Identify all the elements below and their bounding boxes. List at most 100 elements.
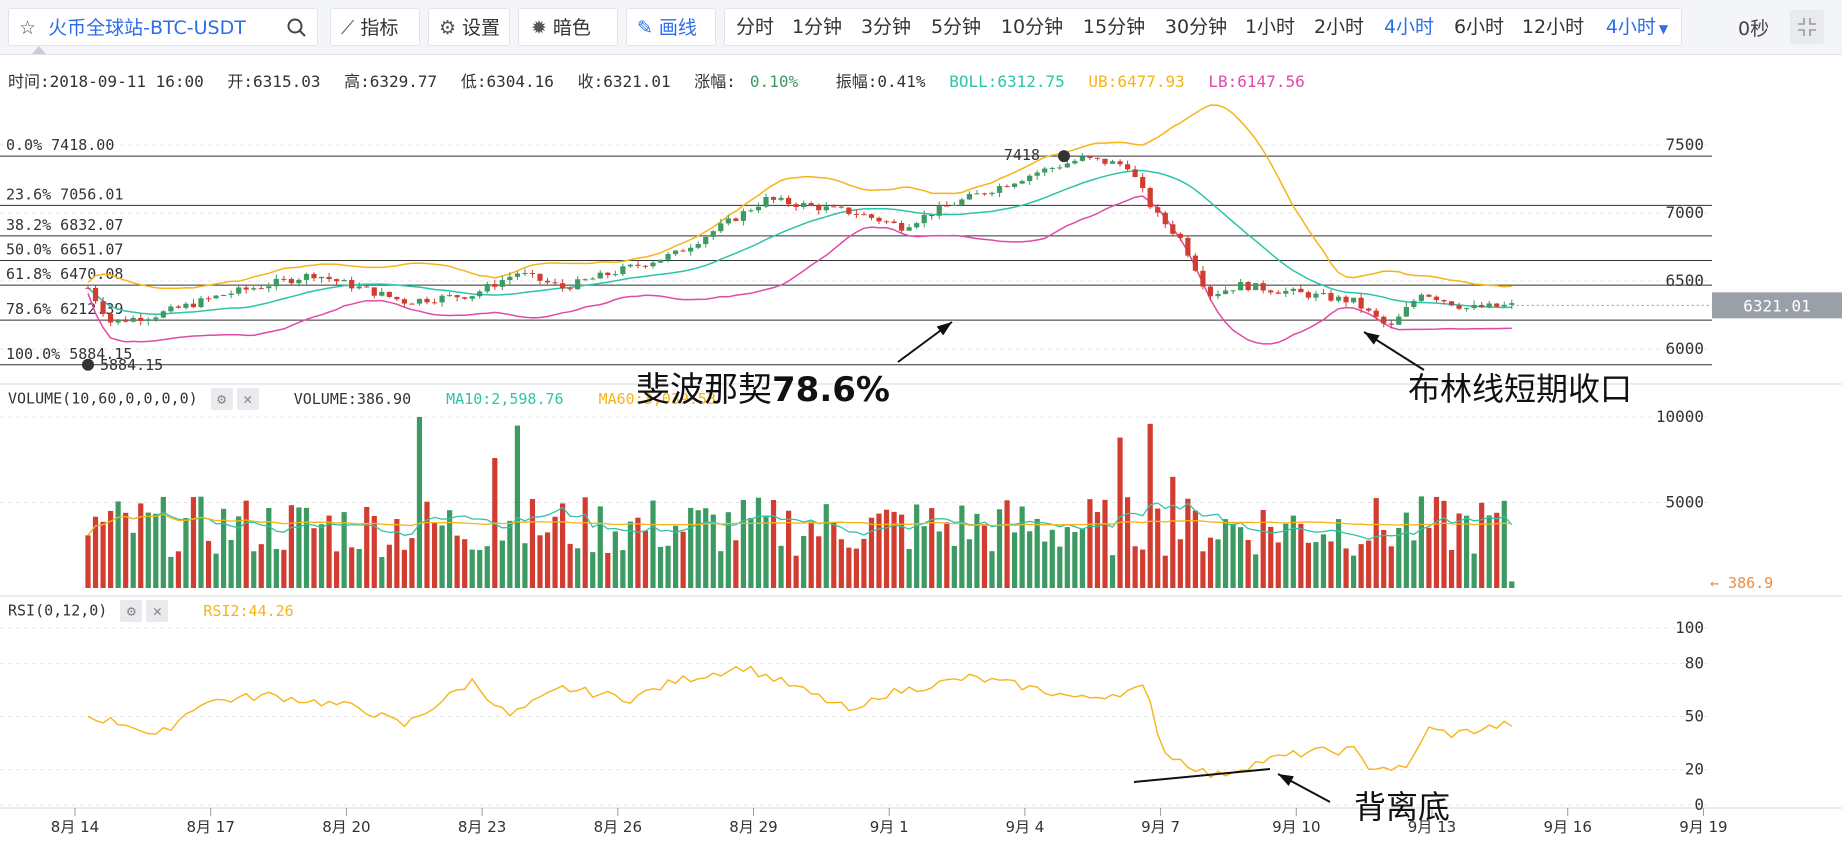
volume-bar — [1418, 496, 1424, 588]
volume-bar — [303, 507, 310, 588]
candle-body — [416, 298, 423, 304]
volume-bar — [883, 509, 890, 588]
candle-body — [1253, 283, 1259, 291]
timeframe-dropdown[interactable]: 4小时 ▼ — [1605, 16, 1669, 38]
candle-body — [1147, 188, 1153, 208]
candle-body — [936, 205, 942, 216]
tf-6[interactable]: 15分钟 — [1082, 16, 1146, 38]
candle-body — [823, 206, 829, 211]
candle-body — [605, 272, 611, 276]
tf-10[interactable]: 4小时 — [1383, 16, 1435, 38]
collapse-tab[interactable] — [32, 46, 46, 54]
volume-bar — [522, 543, 528, 588]
settings-button[interactable]: ⚙ 设置 — [428, 8, 510, 46]
tf-11[interactable]: 6小时 — [1453, 16, 1505, 38]
candle-body — [1155, 207, 1161, 213]
fib-level-label: 38.2% 6832.07 — [6, 216, 123, 234]
volume-bar — [1253, 554, 1259, 588]
symbol-search[interactable]: ☆ 火币全球站-BTC-USDT — [8, 8, 318, 46]
tf-9[interactable]: 2小时 — [1313, 16, 1365, 38]
candle-body — [1132, 169, 1138, 177]
search-icon[interactable] — [287, 18, 307, 38]
volume-bar — [1185, 498, 1191, 588]
candle-body — [635, 264, 641, 266]
indicators-button[interactable]: ⟋ 指标 — [330, 8, 420, 46]
candle-body — [1064, 163, 1070, 168]
volume-bar — [989, 551, 995, 588]
rsi-close-icon[interactable]: ✕ — [146, 600, 169, 622]
volume-bar — [416, 417, 423, 588]
volume-bar — [507, 520, 513, 588]
candle-body — [981, 193, 988, 195]
volume-bar — [1426, 527, 1432, 588]
volume-bar — [635, 517, 641, 588]
x-tick-label: 8月 14 — [51, 818, 99, 836]
volume-bar — [560, 503, 566, 588]
volume-bar — [1238, 527, 1244, 588]
tf-4[interactable]: 5分钟 — [930, 16, 982, 38]
volume-bar — [160, 496, 166, 588]
star-icon[interactable]: ☆ — [19, 17, 37, 39]
candle-body — [808, 203, 814, 206]
fib-level-label: 78.6% 6212.39 — [6, 300, 123, 318]
volume-bar — [1471, 553, 1477, 588]
low-marker-label: 5884.15 — [100, 356, 163, 374]
candle-body — [341, 280, 347, 282]
volume-bar — [1260, 510, 1266, 588]
volume-bar — [258, 544, 264, 588]
tf-1[interactable]: 分时 — [735, 16, 774, 38]
candle-body — [552, 282, 558, 284]
tf-7[interactable]: 30分钟 — [1164, 16, 1228, 38]
volume-bar — [1494, 512, 1500, 588]
volume-bar — [1155, 508, 1161, 588]
candle-body — [138, 317, 144, 321]
candle-body — [1298, 288, 1304, 293]
rsi-tick-label: 100 — [1675, 618, 1704, 637]
theme-button[interactable]: ✹ 暗色 — [518, 8, 618, 46]
candle-body — [1185, 237, 1191, 256]
draw-button[interactable]: ✎ 画线 — [626, 8, 716, 46]
volume-bar — [1117, 437, 1123, 588]
candle-body — [921, 215, 927, 224]
volume-bar — [748, 517, 754, 588]
volume-bar — [175, 551, 181, 588]
volume-value: VOLUME:386.90 — [293, 389, 412, 408]
volume-bar — [906, 548, 912, 588]
info-low: 低:6304.16 — [460, 72, 554, 91]
tf-8[interactable]: 1小时 — [1244, 16, 1296, 38]
tf-12[interactable]: 12小时 — [1521, 16, 1585, 38]
candle-body — [1140, 176, 1146, 189]
volume-bar — [477, 549, 483, 588]
candle-body — [642, 265, 649, 267]
candle-body — [1079, 156, 1085, 161]
volume-bar — [868, 517, 875, 588]
candle-body — [205, 298, 212, 300]
volume-settings-icon[interactable]: ⚙ — [210, 388, 233, 410]
candle-body — [1072, 160, 1078, 164]
volume-bar — [1268, 526, 1274, 588]
volume-ma10-line — [87, 502, 1513, 540]
x-tick-label: 8月 29 — [729, 818, 777, 836]
candle-body — [492, 284, 498, 287]
candle-body — [1109, 161, 1116, 164]
candle-body — [258, 288, 264, 290]
volume-bar — [582, 497, 588, 588]
x-tick-label: 9月 16 — [1543, 818, 1591, 836]
candle-body — [876, 217, 882, 222]
candle-body — [688, 247, 694, 252]
fullscreen-button[interactable] — [1790, 10, 1824, 44]
candle-body — [349, 280, 355, 289]
tf-3[interactable]: 3分钟 — [860, 16, 912, 38]
tf-5[interactable]: 10分钟 — [1000, 16, 1064, 38]
tf-2[interactable]: 1分钟 — [791, 16, 843, 38]
rsi-settings-icon[interactable]: ⚙ — [120, 600, 143, 622]
candle-body — [1509, 303, 1515, 305]
info-high: 高:6329.77 — [344, 72, 438, 91]
candle-body — [100, 301, 106, 314]
volume-bar — [514, 425, 520, 588]
volume-close-icon[interactable]: ✕ — [236, 388, 259, 410]
gear-icon: ⚙ — [439, 17, 457, 39]
candle-body — [665, 254, 671, 260]
volume-bar — [1373, 498, 1379, 588]
